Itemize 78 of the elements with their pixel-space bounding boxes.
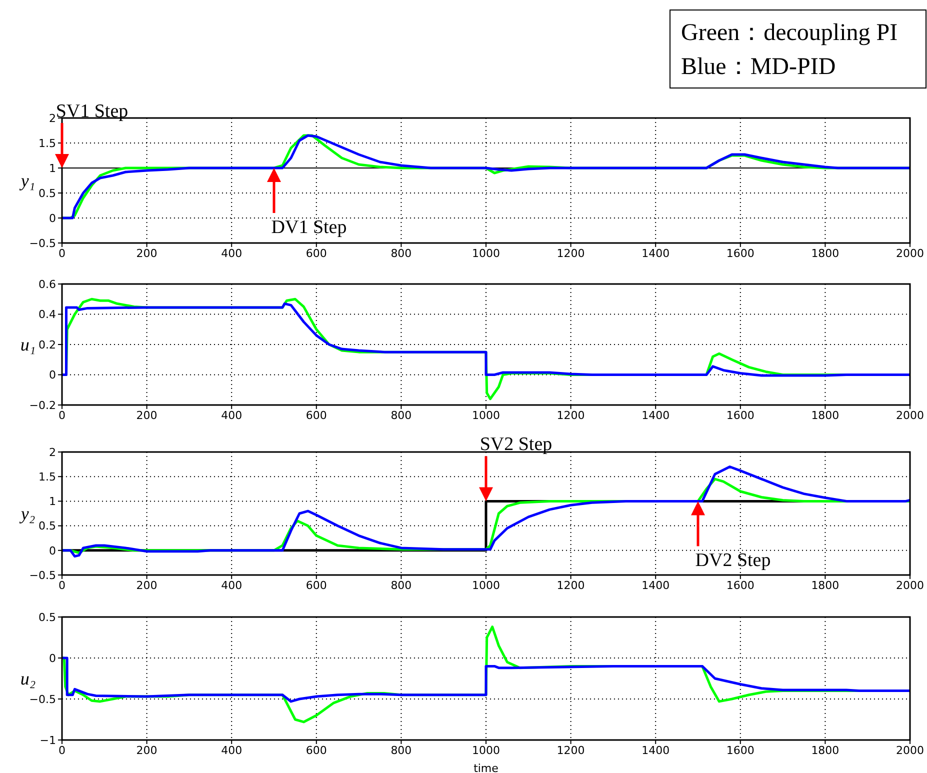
y-tick-label: 0.4 [38, 308, 56, 322]
y-tick-label: 1.5 [38, 470, 56, 484]
x-tick-label: 400 [221, 578, 242, 592]
y-tick-label: 0.6 [38, 278, 56, 291]
x-tick-label: 1400 [642, 578, 670, 592]
x-tick-label: 1000 [472, 408, 500, 422]
x-tick-label: 1600 [726, 578, 754, 592]
line-series [62, 302, 910, 377]
y-tick-label: 0.5 [38, 520, 56, 533]
x-axis-title: time [474, 762, 499, 773]
x-tick-label: 1800 [811, 246, 840, 260]
y-tick-label: 1 [49, 495, 56, 508]
x-tick-label: 800 [390, 744, 412, 757]
x-tick-label: 600 [306, 578, 327, 592]
x-tick-label: 1400 [642, 408, 670, 422]
y-tick-label: 2 [49, 446, 56, 459]
x-tick-label: 1600 [726, 246, 754, 260]
annotation: SV1 Step [56, 101, 128, 122]
y-axis-title: u₂ [20, 668, 36, 688]
x-tick-label: 1800 [811, 408, 840, 422]
y-tick-label: −1 [40, 734, 56, 747]
x-tick-label: 1200 [556, 408, 585, 422]
x-tick-label: 1800 [811, 578, 840, 592]
y-tick-label: 0 [49, 368, 56, 382]
x-tick-label: 0 [58, 408, 66, 422]
x-tick-label: 1000 [472, 578, 500, 592]
x-tick-label: 2000 [896, 246, 924, 260]
x-tick-label: 200 [136, 246, 158, 260]
annotation: SV2 Step [480, 434, 552, 456]
y-tick-label: −0.5 [29, 236, 56, 250]
y-tick-label: 0 [49, 652, 56, 665]
x-tick-label: 1800 [811, 744, 840, 757]
x-tick-label: 0 [58, 578, 66, 592]
line-series [62, 656, 910, 703]
x-tick-label: 400 [221, 744, 242, 757]
x-tick-label: 1200 [556, 578, 585, 592]
y-axis-title: u₁ [20, 334, 36, 354]
x-tick-label: 600 [306, 408, 327, 422]
x-tick-label: 2000 [896, 408, 924, 422]
annotation: DV1 Step [271, 217, 347, 238]
y-tick-label: 2 [49, 112, 56, 125]
x-tick-label: 0 [58, 246, 66, 260]
y-tick-label: 1.5 [38, 136, 56, 150]
x-tick-label: 2000 [896, 578, 924, 592]
x-tick-label: 800 [390, 408, 412, 422]
y-tick-label: 0.2 [38, 338, 56, 352]
x-tick-label: 1000 [472, 246, 500, 260]
x-tick-label: 200 [136, 578, 158, 592]
y-axis-title: y₁ [18, 170, 36, 190]
x-tick-label: 0 [58, 744, 66, 757]
text: Green：decoupling PI [681, 20, 898, 46]
x-tick-label: 2000 [896, 744, 924, 757]
y-tick-label: −0.5 [29, 692, 56, 706]
y-tick-label: 0 [49, 212, 56, 225]
x-tick-label: 800 [390, 578, 412, 592]
annotation: DV2 Step [695, 550, 771, 572]
x-tick-label: 1200 [556, 246, 585, 260]
x-tick-label: 200 [136, 744, 158, 757]
x-tick-label: 1400 [642, 744, 670, 757]
y-tick-label: −0.2 [29, 398, 56, 412]
x-tick-label: 800 [390, 246, 412, 260]
x-tick-label: 600 [306, 744, 327, 757]
x-tick-label: 200 [136, 408, 158, 422]
y-tick-label: 1 [49, 162, 56, 175]
x-tick-label: 1400 [642, 246, 670, 260]
y-tick-label: 0.5 [38, 186, 56, 200]
y-axis-title: y₂ [18, 504, 36, 524]
x-tick-label: 1600 [726, 744, 754, 757]
x-tick-label: 1600 [726, 408, 754, 422]
x-tick-label: 1000 [472, 744, 500, 757]
text: Blue：MD-PID [681, 54, 836, 80]
x-tick-label: 400 [221, 408, 242, 422]
y-tick-label: 0.5 [38, 610, 56, 624]
y-tick-label: −0.5 [29, 568, 56, 582]
y-tick-label: 0 [49, 544, 56, 558]
x-tick-label: 600 [306, 246, 327, 260]
x-tick-label: 1200 [556, 744, 585, 757]
x-tick-label: 400 [221, 246, 242, 260]
